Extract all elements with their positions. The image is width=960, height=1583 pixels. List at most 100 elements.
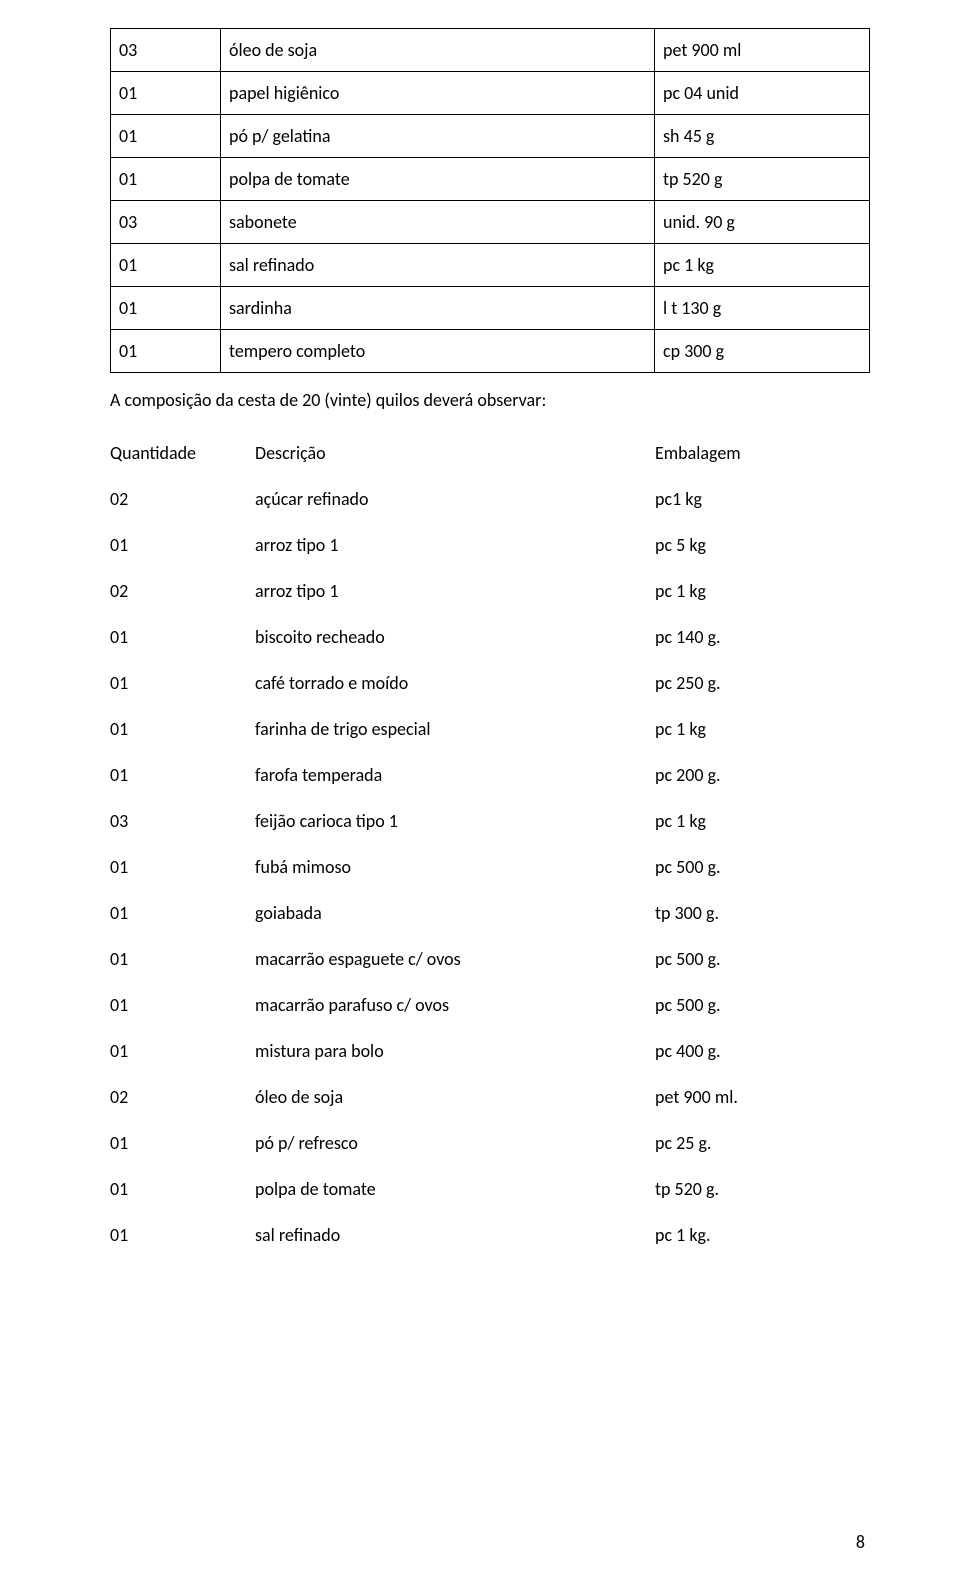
cell-pack: pc 200 g.: [655, 752, 870, 798]
table-row: 01farofa temperadapc 200 g.: [110, 752, 870, 798]
cell-pack: pc 400 g.: [655, 1028, 870, 1074]
page-number: 8: [856, 1531, 865, 1553]
table-row: 01papel higiênicopc 04 unid: [111, 72, 870, 115]
cell-qty: 02: [110, 568, 255, 614]
cell-desc: fubá mimoso: [255, 844, 655, 890]
items-table: Quantidade Descrição Embalagem 02açúcar …: [110, 430, 870, 1258]
table-row: 03saboneteunid. 90 g: [111, 201, 870, 244]
table-row: 01goiabadatp 300 g.: [110, 890, 870, 936]
cell-qty: 01: [110, 1166, 255, 1212]
table-row: 01farinha de trigo especialpc 1 kg: [110, 706, 870, 752]
table-row: 01polpa de tomatetp 520 g.: [110, 1166, 870, 1212]
cell-qty: 01: [110, 522, 255, 568]
cell-desc: mistura para bolo: [255, 1028, 655, 1074]
cell-desc: farinha de trigo especial: [255, 706, 655, 752]
table-row: 01arroz tipo 1pc 5 kg: [110, 522, 870, 568]
cell-qty: 01: [110, 890, 255, 936]
cell-desc: tempero completo: [221, 330, 655, 373]
cell-qty: 01: [111, 287, 221, 330]
table-row: 01café torrado e moídopc 250 g.: [110, 660, 870, 706]
table-row: 01sal refinadopc 1 kg: [111, 244, 870, 287]
cell-pack: tp 520 g: [655, 158, 870, 201]
top-bordered-table: 03óleo de sojapet 900 ml01papel higiênic…: [110, 28, 870, 373]
cell-pack: pc1 kg: [655, 476, 870, 522]
cell-pack: tp 520 g.: [655, 1166, 870, 1212]
table-row: 02óleo de sojapet 900 ml.: [110, 1074, 870, 1120]
cell-desc: feijão carioca tipo 1: [255, 798, 655, 844]
cell-pack: unid. 90 g: [655, 201, 870, 244]
cell-desc: pó p/ refresco: [255, 1120, 655, 1166]
cell-qty: 01: [111, 244, 221, 287]
cell-qty: 01: [110, 1120, 255, 1166]
cell-qty: 03: [111, 201, 221, 244]
cell-desc: óleo de soja: [255, 1074, 655, 1120]
cell-qty: 01: [111, 72, 221, 115]
cell-desc: farofa temperada: [255, 752, 655, 798]
cell-pack: pc 250 g.: [655, 660, 870, 706]
cell-pack: pc 25 g.: [655, 1120, 870, 1166]
table-row: 01pó p/ refrescopc 25 g.: [110, 1120, 870, 1166]
cell-pack: pc 1 kg.: [655, 1212, 870, 1258]
table-row: 01macarrão espaguete c/ ovospc 500 g.: [110, 936, 870, 982]
cell-pack: pc 1 kg: [655, 706, 870, 752]
cell-qty: 01: [110, 660, 255, 706]
cell-qty: 01: [110, 936, 255, 982]
cell-pack: pc 500 g.: [655, 982, 870, 1028]
cell-pack: tp 300 g.: [655, 890, 870, 936]
cell-qty: 01: [111, 115, 221, 158]
cell-qty: 01: [110, 614, 255, 660]
cell-desc: arroz tipo 1: [255, 522, 655, 568]
cell-qty: 01: [110, 1028, 255, 1074]
cell-pack: pc 500 g.: [655, 936, 870, 982]
cell-qty: 01: [110, 706, 255, 752]
table-row: 01mistura para bolopc 400 g.: [110, 1028, 870, 1074]
cell-desc: goiabada: [255, 890, 655, 936]
cell-desc: pó p/ gelatina: [221, 115, 655, 158]
cell-desc: polpa de tomate: [255, 1166, 655, 1212]
cell-pack: sh 45 g: [655, 115, 870, 158]
table-row: 01macarrão parafuso c/ ovospc 500 g.: [110, 982, 870, 1028]
table-row: 02arroz tipo 1pc 1 kg: [110, 568, 870, 614]
cell-pack: l t 130 g: [655, 287, 870, 330]
cell-desc: papel higiênico: [221, 72, 655, 115]
cell-pack: pc 04 unid: [655, 72, 870, 115]
cell-pack: pc 5 kg: [655, 522, 870, 568]
cell-qty: 02: [110, 476, 255, 522]
cell-qty: 01: [111, 158, 221, 201]
table-row: 01biscoito recheadopc 140 g.: [110, 614, 870, 660]
table-row: 01sal refinadopc 1 kg.: [110, 1212, 870, 1258]
cell-pack: pc 140 g.: [655, 614, 870, 660]
cell-pack: cp 300 g: [655, 330, 870, 373]
cell-desc: sal refinado: [255, 1212, 655, 1258]
section-paragraph: A composição da cesta de 20 (vinte) quil…: [110, 387, 870, 414]
header-package: Embalagem: [655, 430, 870, 476]
cell-desc: arroz tipo 1: [255, 568, 655, 614]
cell-qty: 03: [110, 798, 255, 844]
table-row: 01polpa de tomatetp 520 g: [111, 158, 870, 201]
table-row: 01tempero completocp 300 g: [111, 330, 870, 373]
cell-desc: sal refinado: [221, 244, 655, 287]
cell-pack: pc 1 kg: [655, 798, 870, 844]
cell-desc: açúcar refinado: [255, 476, 655, 522]
table-row: 01sardinhal t 130 g: [111, 287, 870, 330]
cell-qty: 02: [110, 1074, 255, 1120]
cell-qty: 01: [110, 982, 255, 1028]
table-row: 03feijão carioca tipo 1pc 1 kg: [110, 798, 870, 844]
cell-qty: 01: [110, 752, 255, 798]
cell-desc: biscoito recheado: [255, 614, 655, 660]
header-description: Descrição: [255, 430, 655, 476]
table-header-row: Quantidade Descrição Embalagem: [110, 430, 870, 476]
cell-desc: polpa de tomate: [221, 158, 655, 201]
cell-pack: pc 1 kg: [655, 568, 870, 614]
cell-qty: 01: [110, 844, 255, 890]
cell-desc: macarrão parafuso c/ ovos: [255, 982, 655, 1028]
cell-qty: 03: [111, 29, 221, 72]
cell-qty: 01: [110, 1212, 255, 1258]
table-row: 02açúcar refinadopc1 kg: [110, 476, 870, 522]
cell-pack: pc 1 kg: [655, 244, 870, 287]
header-quantity: Quantidade: [110, 430, 255, 476]
cell-pack: pet 900 ml: [655, 29, 870, 72]
table-row: 01pó p/ gelatinash 45 g: [111, 115, 870, 158]
cell-desc: café torrado e moído: [255, 660, 655, 706]
cell-desc: sardinha: [221, 287, 655, 330]
